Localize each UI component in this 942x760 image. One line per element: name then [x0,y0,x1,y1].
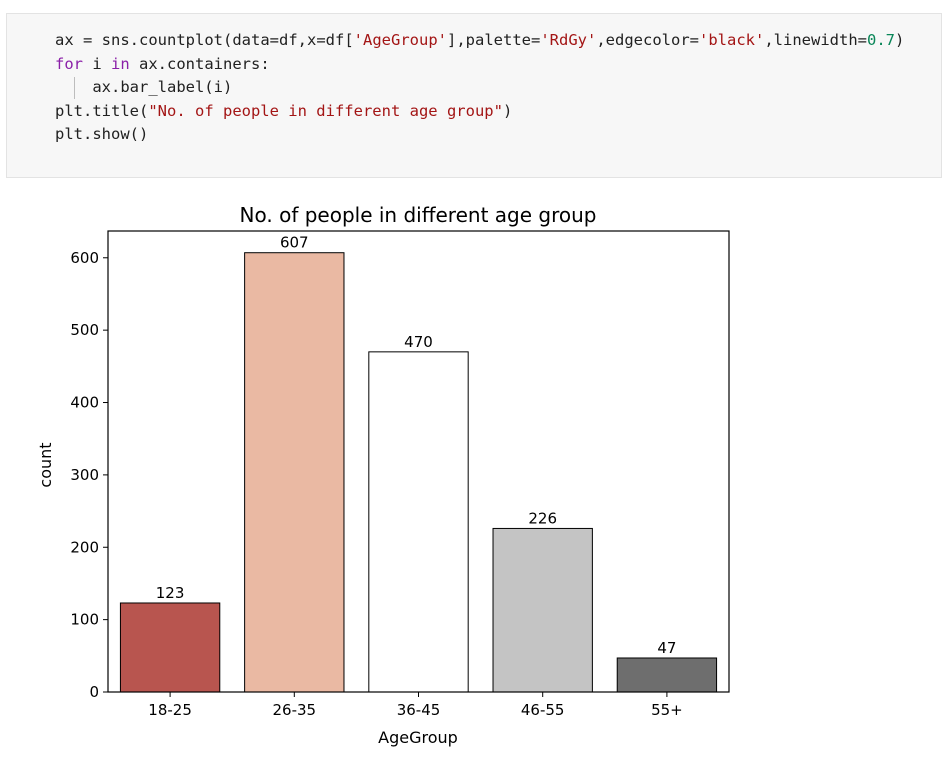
bar-value-label: 607 [280,234,309,252]
bar [368,351,469,693]
code-token: ) [895,31,905,49]
code-token: = [316,31,326,49]
bar [119,602,221,693]
x-tick-label: 46-55 [521,701,565,719]
code-line: plt.show() [55,125,148,143]
x-tick-label: 26-35 [273,701,317,719]
code-token: = [269,31,279,49]
y-tick-label: 300 [70,466,99,484]
y-tick-label: 500 [70,321,99,339]
y-axis-label: count [36,442,55,487]
bar-value-label: 123 [156,584,185,602]
code-token: ax.containers: [129,54,270,73]
plot-frame [107,230,730,693]
code-token: df,x [279,31,317,49]
y-tick-label: 400 [70,394,99,412]
code-token: sns.countplot(data [92,31,270,49]
code-token: = [531,31,541,49]
y-tick-label: 600 [70,249,99,267]
indent-guide [74,77,75,99]
code-token: "No. of people in different age group" [148,101,503,120]
code-token: = [857,31,868,49]
code-token: 'black' [699,31,765,49]
code-token: ,linewidth [764,31,858,49]
code-line: ax = sns.countplot(data=df,x=df['AgeGrou… [55,31,904,49]
bar-value-label: 470 [404,333,433,351]
code-line: for i in ax.containers: [55,55,270,73]
cell-output: No. of people in different age group 123… [0,190,942,756]
code-token: = [689,31,700,49]
bar-value-label: 47 [657,639,676,657]
x-tick-label: 18-25 [148,701,192,719]
code-editor[interactable]: ax = sns.countplot(data=df,x=df['AgeGrou… [55,29,904,147]
code-token: df[ [325,31,354,49]
code-line: ax.bar_label(i) [55,78,232,96]
bar [492,527,593,693]
code-token: = [83,31,93,49]
x-axis-label: AgeGroup [378,728,458,747]
bar [616,657,718,693]
code-token: in [111,54,130,73]
code-token: 'AgeGroup' [353,31,447,49]
code-token: for [55,54,83,73]
bar-chart: No. of people in different age group 123… [36,203,730,747]
code-token: 'RdGy' [540,31,597,49]
chart-title: No. of people in different age group [240,203,597,227]
code-token: ,edgecolor [596,31,690,49]
bar [244,252,345,693]
code-cell[interactable]: ax = sns.countplot(data=df,x=df['AgeGrou… [6,13,942,178]
code-token: 0.7 [867,31,896,49]
y-tick-label: 0 [89,683,99,701]
code-token: plt.title( [55,101,149,120]
code-token: i [83,54,111,73]
bar-value-label: 226 [528,509,557,527]
code-token: ax [55,31,83,49]
x-tick-label: 55+ [651,701,683,719]
code-token: ) [502,101,513,120]
code-token: plt.show() [55,125,149,143]
y-tick-label: 100 [70,611,99,629]
code-token: ],palette [447,31,531,49]
code-line: plt.title("No. of people in different ag… [55,102,512,120]
code-token: ax.bar_label(i) [55,78,233,96]
x-tick-label: 36-45 [397,701,441,719]
y-tick-label: 200 [70,538,99,556]
